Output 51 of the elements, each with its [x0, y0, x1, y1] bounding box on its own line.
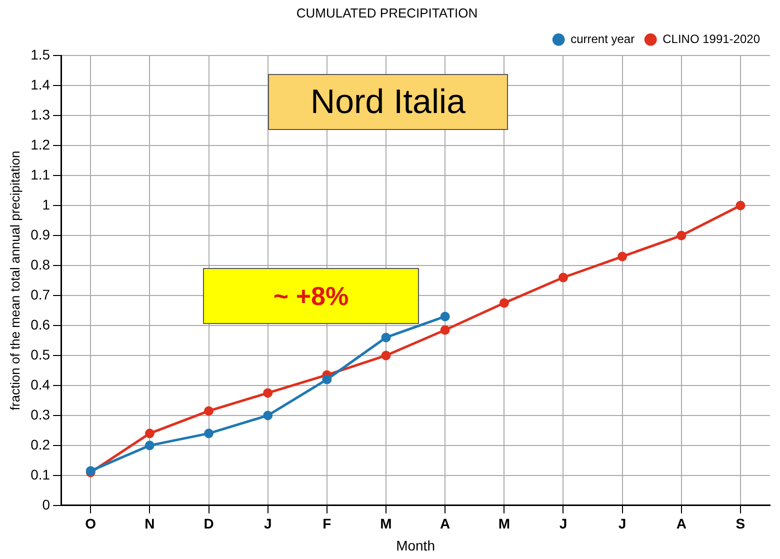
point — [618, 252, 628, 262]
y-axis-title: fraction of the mean total annual precipitation — [7, 150, 22, 410]
y-tick-label: 0.2 — [30, 436, 50, 452]
chart-title: CUMULATED PRECIPITATION — [296, 5, 478, 20]
point — [736, 200, 746, 210]
x-tick-label: A — [676, 516, 686, 532]
y-tick-label: 1.5 — [30, 46, 50, 62]
x-tick-label: O — [85, 516, 96, 532]
x-tick-label: J — [264, 516, 272, 532]
y-tick-label: 0 — [42, 496, 50, 512]
point — [440, 325, 450, 335]
x-tick-label: A — [440, 516, 450, 532]
y-tick-label: 0.5 — [30, 346, 50, 362]
point — [144, 440, 154, 450]
point — [499, 298, 509, 308]
y-tick-label: 0.1 — [30, 466, 50, 482]
legend-label: CLINO 1991-2020 — [662, 32, 760, 46]
x-tick-label: S — [736, 516, 746, 532]
x-tick-label: D — [204, 516, 214, 532]
x-tick-label: F — [322, 516, 332, 532]
point — [144, 428, 154, 438]
point — [204, 428, 214, 438]
x-tick-label: J — [559, 516, 568, 532]
point — [204, 406, 214, 416]
legend-label: current year — [570, 32, 635, 46]
x-tick-label: J — [618, 516, 626, 532]
y-tick-label: 0.9 — [30, 226, 50, 242]
y-tick-label: 0.6 — [30, 316, 50, 332]
point — [263, 388, 273, 398]
y-tick-label: 1 — [42, 196, 50, 212]
point — [676, 230, 686, 240]
y-tick-label: 0.7 — [30, 286, 50, 302]
point — [558, 272, 568, 282]
x-axis-title: Month — [396, 537, 435, 554]
y-tick-label: 1.2 — [30, 136, 50, 152]
x-tick-label: M — [498, 516, 510, 532]
y-tick-label: 0.3 — [30, 406, 50, 422]
x-tick-label: M — [380, 516, 392, 532]
point — [381, 350, 391, 360]
y-tick-label: 1.4 — [30, 76, 50, 92]
y-tick-label: 0.4 — [30, 376, 50, 392]
point — [381, 332, 391, 342]
x-tick-label: N — [144, 516, 155, 532]
annotation: Nord Italia — [310, 82, 466, 122]
point — [440, 312, 450, 322]
y-tick-label: 1.1 — [30, 166, 50, 182]
y-tick-label: 1.3 — [30, 106, 50, 122]
point — [322, 374, 332, 384]
annotation: ~ +8% — [273, 280, 349, 312]
y-tick-label: 0.8 — [30, 256, 50, 272]
point — [263, 410, 273, 420]
